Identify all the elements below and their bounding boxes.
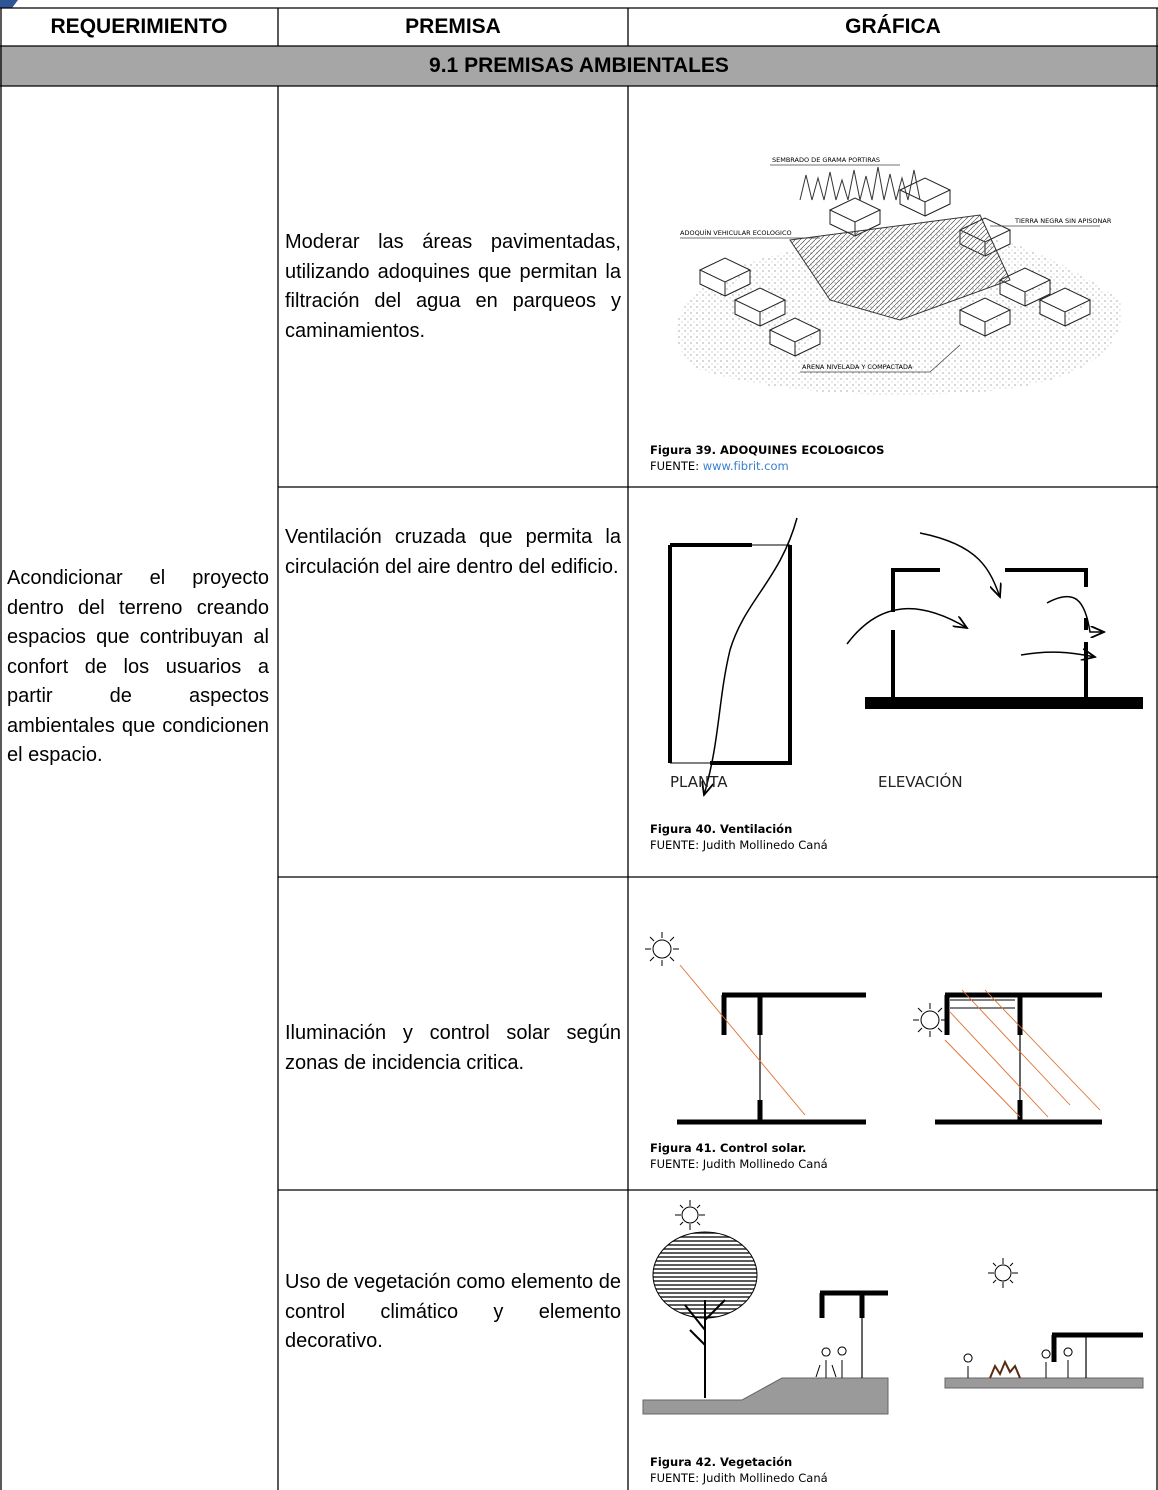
- source-prefix: FUENTE:: [650, 459, 700, 473]
- column-header: REQUERIMIENTO: [50, 15, 228, 38]
- source-text: FUENTE: Judith Mollinedo Caná: [650, 838, 828, 852]
- premise-text: Iluminación y control solar según zonas …: [285, 1022, 621, 1074]
- source-link[interactable]: www.fibrit.com: [702, 459, 789, 473]
- caption-title: Figura 42. Vegetación: [650, 1455, 793, 1469]
- premise-text: Moderar las áreas pavimentadas, utilizan…: [285, 231, 621, 342]
- figure-caption: Figura 40. Ventilación FUENTE: Judith Mo…: [650, 821, 828, 853]
- figure-label: ADOQUÍN VEHICULAR ECOLOGICO: [680, 228, 792, 237]
- figure-label: PLANTA: [670, 773, 728, 791]
- figure-label: SEMBRADO DE GRAMA PORTIRAS: [772, 156, 880, 164]
- source-text: FUENTE: Judith Mollinedo Caná: [650, 1471, 828, 1485]
- premise-text: Ventilación cruzada que permita la circu…: [285, 526, 621, 578]
- source-text: FUENTE: Judith Mollinedo Caná: [650, 1157, 828, 1171]
- figure-caption: Figura 42. Vegetación FUENTE: Judith Mol…: [650, 1454, 828, 1486]
- figure-label: TIERRA NEGRA SIN APISONAR: [1014, 217, 1112, 225]
- figure-40: PLANTA ELEVACIÓN: [668, 517, 1143, 795]
- figure-39: SEMBRADO DE GRAMA PORTIRAS ADOQUÍN VEHIC…: [676, 156, 1122, 395]
- requirement-text: Acondicionar el proyecto dentro del terr…: [7, 567, 269, 766]
- section-title: 9.1 PREMISAS AMBIENTALES: [429, 54, 729, 77]
- caption-title: Figura 39. ADOQUINES ECOLOGICOS: [650, 443, 885, 457]
- figure-caption: Figura 41. Control solar. FUENTE: Judith…: [650, 1140, 828, 1172]
- figure-label: ARENA NIVELADA Y COMPACTADA: [802, 363, 913, 371]
- figure-caption: Figura 39. ADOQUINES ECOLOGICOS FUENTE: …: [650, 442, 884, 474]
- caption-title: Figura 41. Control solar.: [650, 1141, 807, 1155]
- column-header: GRÁFICA: [845, 15, 941, 38]
- figure-label: ELEVACIÓN: [878, 772, 963, 791]
- figure-42: [642, 1200, 1144, 1415]
- figure-41: [645, 932, 1102, 1125]
- premise-text: Uso de vegetación como elemento de contr…: [285, 1271, 621, 1352]
- caption-title: Figura 40. Ventilación: [650, 822, 793, 836]
- column-header: PREMISA: [405, 15, 501, 38]
